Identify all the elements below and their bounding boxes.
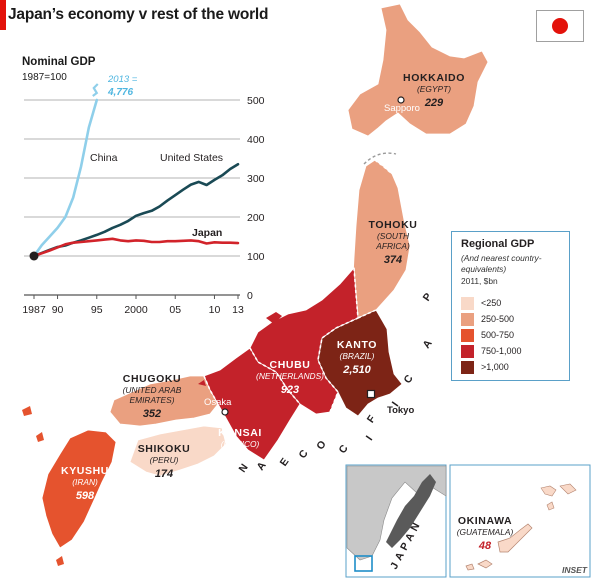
china-annotation-label: 2013 =: [107, 74, 138, 85]
chart-title: Nominal GDP: [22, 56, 96, 68]
city-label-tokyo: Tokyo: [387, 405, 414, 416]
china-break-mark: [92, 83, 99, 97]
legend-label: 500-750: [481, 330, 515, 340]
region-tohoku: [351, 159, 411, 319]
inset-okinawa-panel: [449, 464, 591, 578]
strait-line: [363, 152, 397, 165]
inset-label: INSET: [562, 565, 588, 575]
region-value-kansai: 973: [231, 452, 249, 464]
china-annotation-value: 4,776: [107, 87, 133, 98]
region-country-chubu: (NETHERLANDS): [256, 371, 324, 381]
region-value-kyushu: 598: [76, 490, 95, 502]
region-value-okinawa: 48: [478, 540, 492, 552]
region-name-kansai: KANSAI: [218, 427, 262, 439]
y-tick-label: 0: [247, 290, 253, 302]
region-country-kansai: (MEXICO): [221, 439, 260, 449]
region-value-tohoku: 374: [384, 254, 402, 266]
legend-box: Regional GDP (And nearest country-equiva…: [451, 231, 570, 381]
region-value-hokkaido: 229: [424, 97, 444, 109]
region-name-chubu: CHUBU: [270, 359, 311, 371]
region-country-okinawa: (GUATEMALA): [457, 527, 514, 537]
locator-japan-shape: [386, 474, 436, 548]
y-tick-label: 300: [247, 173, 265, 185]
legend-label: >1,000: [481, 362, 509, 372]
region-country-tohoku: AFRICA): [375, 241, 410, 251]
series-line-japan: [32, 237, 240, 258]
region-country-tohoku: (SOUTH: [377, 231, 410, 241]
base-point: [29, 251, 39, 261]
brand-red-bar: [0, 0, 6, 30]
region-country-hokkaido: (EGYPT): [417, 84, 451, 94]
region-shikoku: [129, 425, 227, 477]
x-tick-label: 90: [52, 304, 64, 316]
series-line-china: [32, 98, 99, 258]
ocean-label-letter: I: [364, 434, 376, 443]
region-hokkaido: [347, 3, 489, 137]
legend-title: Regional GDP: [461, 238, 535, 250]
x-tick-label: 10: [209, 304, 221, 316]
city-marker: [221, 408, 229, 416]
x-tick-label: 05: [169, 304, 181, 316]
region-country-chugoku: (UNITED ARAB: [123, 385, 182, 395]
region-name-hokkaido: HOKKAIDO: [403, 72, 465, 84]
legend-label: 750-1,000: [481, 346, 522, 356]
region-value-kanto: 2,510: [342, 364, 371, 376]
city-label-osaka: Osaka: [204, 397, 232, 408]
region-boundary: [374, 159, 393, 175]
region-value-shikoku: 174: [155, 468, 173, 480]
chubu-islands: [198, 312, 282, 386]
legend-swatch: [461, 313, 474, 326]
legend-label: 250-500: [481, 314, 515, 324]
region-country-kanto: (BRAZIL): [340, 351, 375, 361]
legend-unit: 2011, $bn: [461, 276, 498, 286]
x-tick-label: 2000: [124, 304, 148, 316]
region-boundary: [113, 423, 121, 431]
region-name-tohoku: TOHOKU: [369, 219, 418, 231]
x-tick-label: 95: [91, 304, 103, 316]
region-chugoku: [109, 375, 219, 427]
region-kyushu: [41, 429, 117, 549]
city-marker: [397, 96, 405, 104]
y-tick-label: 500: [247, 95, 265, 107]
x-tick-label: 1987: [22, 304, 46, 316]
region-value-chubu: 923: [281, 384, 299, 396]
series-label-japan: Japan: [192, 227, 222, 239]
legend-swatch: [461, 329, 474, 342]
x-tick-label: 13: [232, 304, 244, 316]
y-tick-label: 200: [247, 212, 265, 224]
region-country-shikoku: (PERU): [150, 455, 179, 465]
city-marker: [366, 389, 376, 399]
okinawa-main-island: [465, 523, 533, 571]
series-label-china: China: [90, 152, 118, 164]
region-name-shikoku: SHIKOKU: [138, 443, 191, 455]
region-country-kyushu: (IRAN): [72, 477, 98, 487]
legend-swatch: [461, 345, 474, 358]
ocean-label-letter: I: [390, 400, 402, 409]
region-name-kanto: KANTO: [337, 339, 377, 351]
legend-subtitle: (And nearest country-equivalents): [461, 253, 542, 274]
locator-okinawa-box: [354, 555, 373, 572]
region-value-chugoku: 352: [143, 408, 161, 420]
region-name-kyushu: KYUSHU: [61, 465, 109, 477]
city-label-sapporo: Sapporo: [384, 103, 420, 114]
y-tick-label: 400: [247, 134, 265, 146]
legend-swatch: [461, 297, 474, 310]
kyushu-islands: [22, 406, 64, 566]
region-country-chugoku: EMIRATES): [130, 395, 175, 405]
legend-swatch: [461, 361, 474, 374]
region-name-okinawa: OKINAWA: [458, 515, 512, 527]
japan-flag-icon: [536, 10, 584, 42]
region-name-chugoku: CHUGOKU: [123, 373, 181, 385]
series-label-united-states: United States: [160, 152, 223, 164]
graphic-title: Japan’s economy v rest of the world: [8, 6, 269, 23]
region-boundary: [317, 317, 359, 413]
okinawa-north-islands: [540, 483, 577, 511]
y-tick-label: 100: [247, 251, 265, 263]
chugoku-islands: [120, 412, 130, 420]
chart-subtitle: 1987=100: [22, 72, 67, 83]
legend-label: <250: [481, 298, 502, 308]
